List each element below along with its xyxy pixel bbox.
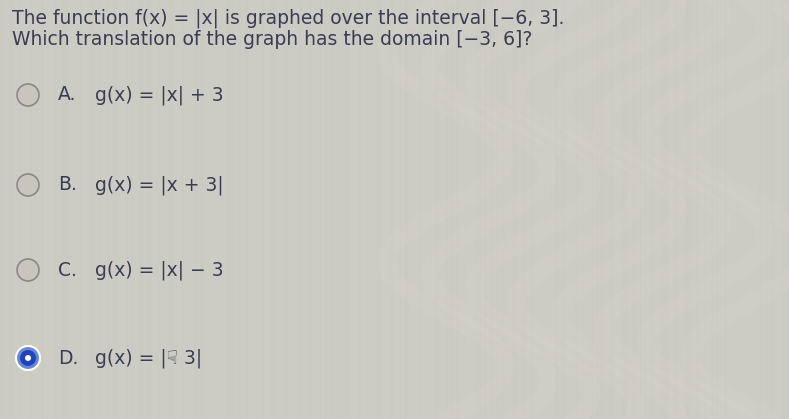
Circle shape bbox=[20, 350, 36, 366]
Circle shape bbox=[17, 174, 39, 196]
Text: g(x) = |x + 3|: g(x) = |x + 3| bbox=[95, 175, 223, 195]
Text: C.: C. bbox=[58, 261, 77, 279]
Text: g(x) = |x| − 3: g(x) = |x| − 3 bbox=[95, 260, 223, 280]
Text: The function f(x) = |x| is graphed over the interval [−6, 3].: The function f(x) = |x| is graphed over … bbox=[12, 8, 564, 28]
Text: B.: B. bbox=[58, 176, 77, 194]
Circle shape bbox=[16, 346, 40, 370]
Circle shape bbox=[25, 355, 31, 361]
Text: A.: A. bbox=[58, 85, 77, 104]
Circle shape bbox=[17, 259, 39, 281]
Text: g(x) = |☟ 3|: g(x) = |☟ 3| bbox=[95, 348, 202, 368]
Text: g(x) = |x| + 3: g(x) = |x| + 3 bbox=[95, 85, 223, 105]
Text: D.: D. bbox=[58, 349, 78, 367]
Circle shape bbox=[17, 84, 39, 106]
Text: Which translation of the graph has the domain [−3, 6]?: Which translation of the graph has the d… bbox=[12, 30, 533, 49]
